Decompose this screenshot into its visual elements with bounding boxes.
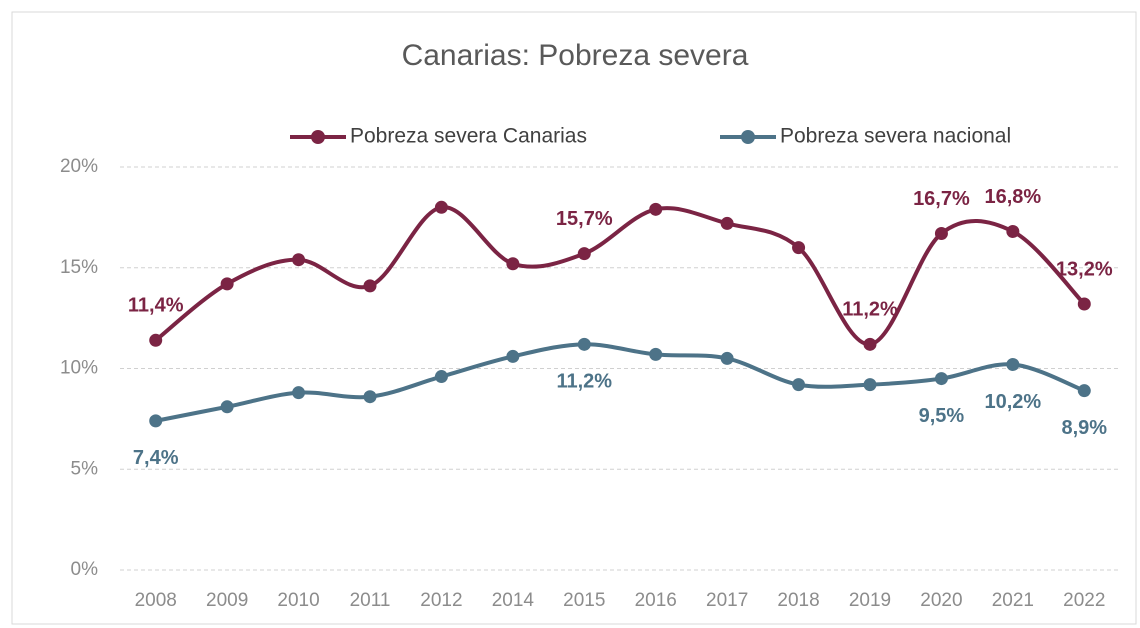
- x-tick-label: 2008: [135, 590, 177, 611]
- data-point: [1006, 224, 1020, 238]
- x-tick-label: 2010: [277, 590, 319, 611]
- data-label: 16,7%: [913, 188, 970, 210]
- data-point: [1006, 357, 1020, 371]
- data-point: [792, 241, 806, 255]
- y-tick-label: 20%: [60, 156, 98, 177]
- x-tick-label: 2020: [920, 590, 962, 611]
- data-label: 15,7%: [556, 208, 613, 230]
- x-tick-label: 2016: [635, 590, 677, 611]
- data-label: 11,2%: [556, 371, 612, 393]
- data-point: [149, 414, 163, 428]
- legend-marker: [311, 130, 325, 144]
- data-label: 8,9%: [1061, 417, 1107, 439]
- data-label: 16,8%: [984, 186, 1041, 208]
- data-point: [292, 253, 306, 267]
- chart-border: [11, 11, 1137, 625]
- data-point: [934, 226, 948, 240]
- x-tick-label: 2018: [777, 590, 819, 611]
- x-tick-label: 2009: [206, 590, 248, 611]
- data-point: [434, 200, 448, 214]
- data-point: [863, 378, 877, 392]
- x-tick-label: 2019: [849, 590, 891, 611]
- data-label: 10,2%: [984, 391, 1041, 413]
- x-tick-label: 2015: [563, 590, 605, 611]
- legend-marker: [741, 130, 755, 144]
- data-point: [577, 337, 591, 351]
- x-tick-label: 2017: [706, 590, 748, 611]
- data-point: [720, 216, 734, 230]
- chart-title: Canarias: Pobreza severa: [402, 39, 749, 72]
- x-tick-label: 2012: [420, 590, 462, 611]
- data-label: 7,4%: [133, 447, 179, 469]
- data-point: [363, 279, 377, 293]
- legend-label: Pobreza severa nacional: [780, 125, 1011, 148]
- data-point: [506, 257, 520, 271]
- data-point: [934, 372, 948, 386]
- x-tick-label: 2022: [1063, 590, 1105, 611]
- data-point: [434, 370, 448, 384]
- data-point: [792, 378, 806, 392]
- x-tick-label: 2014: [492, 590, 535, 611]
- y-tick-label: 5%: [71, 458, 99, 479]
- data-point: [220, 277, 234, 291]
- data-point: [149, 333, 163, 347]
- y-tick-label: 15%: [60, 257, 98, 278]
- series-line: [155, 342, 1086, 423]
- data-point: [292, 386, 306, 400]
- data-label: 9,5%: [919, 405, 965, 427]
- y-tick-label: 10%: [60, 358, 98, 379]
- data-label: 11,4%: [128, 295, 184, 317]
- x-tick-label: 2021: [992, 590, 1034, 611]
- data-point: [1077, 297, 1091, 311]
- data-point: [577, 247, 591, 261]
- data-label: 13,2%: [1056, 258, 1113, 280]
- data-label: 11,2%: [842, 299, 898, 321]
- data-point: [220, 400, 234, 414]
- x-tick-label: 2011: [350, 590, 391, 611]
- legend-label: Pobreza severa Canarias: [350, 125, 587, 148]
- data-point: [506, 349, 520, 363]
- data-point: [720, 351, 734, 365]
- data-point: [649, 202, 663, 216]
- series-line: [154, 205, 1086, 347]
- data-point: [863, 337, 877, 351]
- data-point: [363, 390, 377, 404]
- data-point: [649, 347, 663, 361]
- y-tick-label: 0%: [71, 559, 99, 580]
- data-point: [1077, 384, 1091, 398]
